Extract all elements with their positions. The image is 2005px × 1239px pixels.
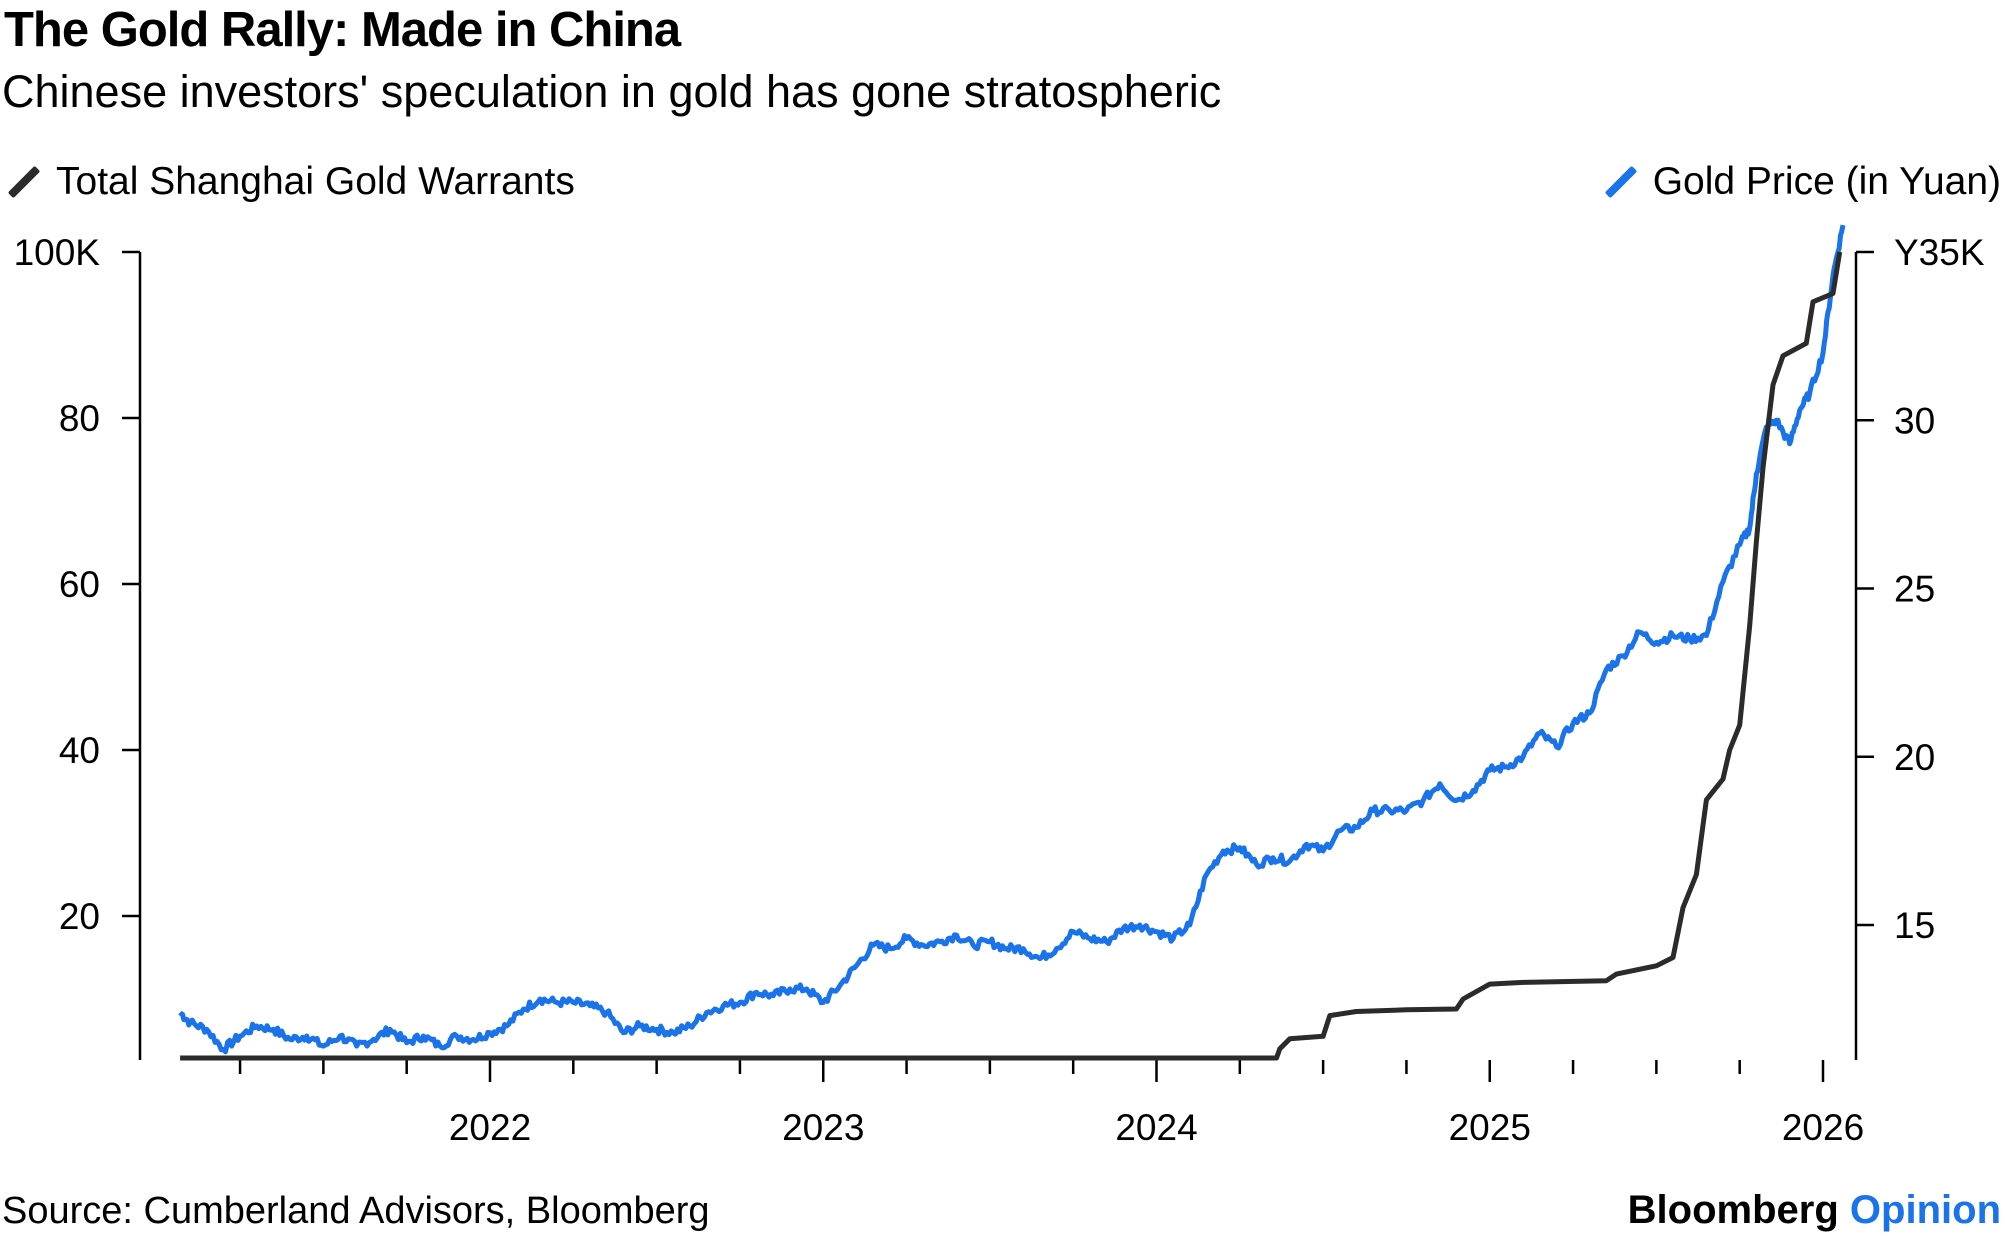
right-tick-label: 25 — [1894, 569, 1935, 610]
gold-price-line — [178, 224, 1846, 1055]
left-tick-label: 60 — [59, 564, 100, 605]
x-tick-label: 2023 — [782, 1107, 864, 1148]
brand-logo: Bloomberg Opinion — [1628, 1188, 2001, 1233]
legend-label-warrants: Total Shanghai Gold Warrants — [56, 160, 575, 203]
x-tick-label: 2025 — [1449, 1107, 1531, 1148]
legend-item-gold: Gold Price (in Yuan) — [1604, 160, 2001, 204]
left-tick-label: 100K — [14, 232, 101, 273]
left-tick-label: 20 — [59, 896, 100, 937]
legend-label-gold: Gold Price (in Yuan) — [1652, 160, 2001, 203]
x-tick-label: 2026 — [1782, 1107, 1864, 1148]
right-tick-label: Y35K — [1894, 232, 1985, 273]
brand-accent: Opinion — [1849, 1188, 2001, 1232]
right-tick-label: 20 — [1894, 737, 1935, 778]
x-tick-label: 2024 — [1115, 1107, 1197, 1148]
brand-main: Bloomberg — [1627, 1188, 1839, 1232]
left-tick-label: 40 — [59, 730, 100, 771]
chart-subtitle: Chinese investors' speculation in gold h… — [2, 66, 1222, 117]
right-tick-label: 30 — [1894, 400, 1935, 441]
warrants-line — [180, 251, 1843, 1061]
left-tick-label: 80 — [59, 398, 100, 439]
source-note: Source: Cumberland Advisors, Bloomberg — [2, 1190, 710, 1232]
right-tick-label: 15 — [1894, 905, 1935, 946]
x-tick-label: 2022 — [449, 1107, 531, 1148]
chart-title: The Gold Rally: Made in China — [4, 3, 681, 57]
legend-item-warrants: Total Shanghai Gold Warrants — [7, 160, 575, 204]
